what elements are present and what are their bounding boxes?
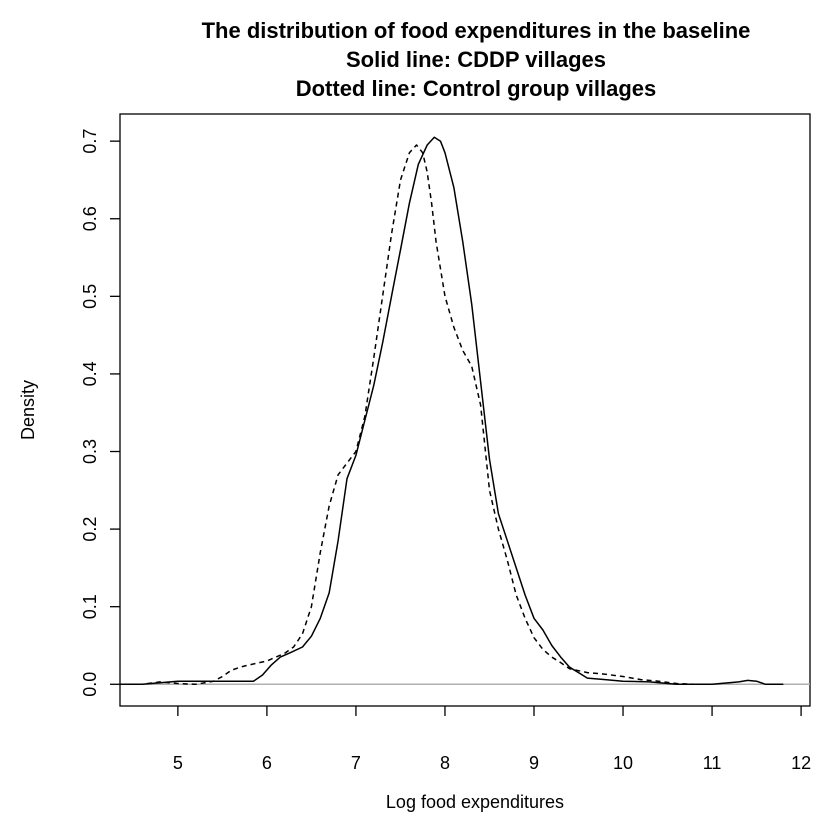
y-axis: 0.0 0.1 0.2 0.3 0.4 0.5 0.6 0.7 xyxy=(80,129,120,697)
y-tick-label-0.1: 0.1 xyxy=(80,594,100,619)
x-tick-label-11: 11 xyxy=(703,753,722,773)
chart-title-line-3: Dotted line: Control group villages xyxy=(296,76,657,101)
series-line-solid xyxy=(120,136,784,686)
y-tick-label-0.5: 0.5 xyxy=(80,284,100,309)
plot-frame xyxy=(119,113,811,707)
y-tick-label-0.6: 0.6 xyxy=(80,206,100,231)
x-tick-label-6: 6 xyxy=(262,753,272,773)
chart-title-line-2: Solid line: CDDP villages xyxy=(346,47,606,72)
x-axis: 5 6 7 8 9 10 11 12 xyxy=(173,706,811,773)
x-tick-label-12: 12 xyxy=(791,753,811,773)
x-tick-label-10: 10 xyxy=(613,753,633,773)
y-tick-label-0.4: 0.4 xyxy=(80,361,100,386)
x-tick-label-9: 9 xyxy=(529,753,539,773)
x-axis-label: Log food expenditures xyxy=(386,792,564,812)
y-tick-label-0.2: 0.2 xyxy=(80,517,100,542)
y-tick-label-0.7: 0.7 xyxy=(80,129,100,154)
x-tick-label-7: 7 xyxy=(351,753,361,773)
series-line-dashed xyxy=(120,144,713,686)
y-tick-label-0.0: 0.0 xyxy=(80,672,100,697)
y-axis-label: Density xyxy=(18,380,38,440)
x-tick-label-5: 5 xyxy=(173,753,183,773)
chart-title-line-1: The distribution of food expenditures in… xyxy=(202,18,751,43)
y-tick-label-0.3: 0.3 xyxy=(80,439,100,464)
series-layer xyxy=(120,136,784,686)
x-tick-label-8: 8 xyxy=(440,753,450,773)
